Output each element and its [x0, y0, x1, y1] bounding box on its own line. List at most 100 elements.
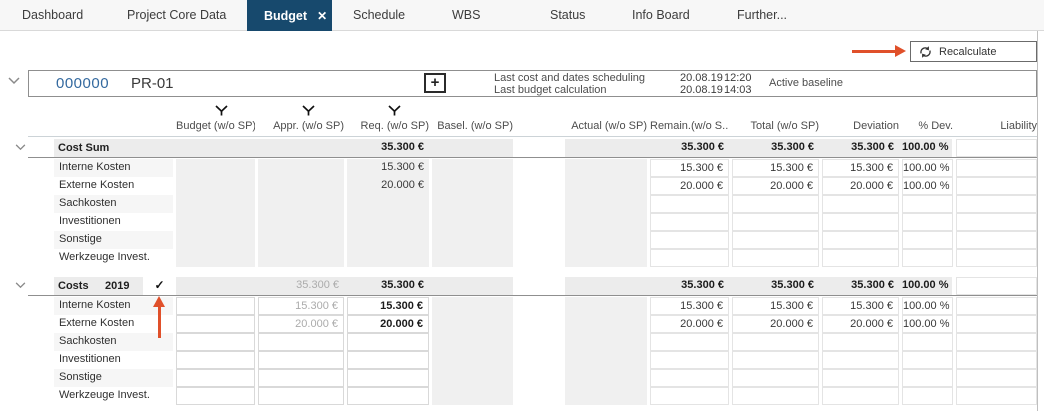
col-header-budget[interactable]: Budget (w/o SP) [176, 120, 255, 132]
cell-req [347, 213, 429, 231]
cell-req [347, 249, 429, 267]
col-header-remain[interactable]: Remain.(w/o S... [650, 120, 729, 132]
tab-status[interactable]: Status [550, 8, 586, 22]
total-deviation: 35.300 € [851, 141, 894, 153]
chevron-down-icon[interactable] [15, 282, 26, 289]
cell-liability [956, 195, 1037, 213]
row-label: Sachkosten [54, 333, 173, 351]
cell-liability [956, 315, 1037, 333]
cell-appr[interactable] [258, 351, 344, 369]
col-header-actual[interactable]: Actual (w/o SP) [571, 120, 647, 132]
cell-liability [956, 277, 1037, 295]
col-header-deviation[interactable]: Deviation [853, 120, 899, 132]
cell-liability [956, 159, 1037, 177]
col-header-total[interactable]: Total (w/o SP) [750, 120, 819, 132]
cell-basel [432, 351, 513, 369]
cell-total: 15.300 € [732, 297, 819, 315]
cell-remain [650, 351, 729, 369]
cell-req[interactable] [347, 333, 429, 351]
col-header-pdev[interactable]: % Dev. [918, 120, 953, 132]
tab-dashboard[interactable]: Dashboard [22, 8, 84, 22]
cell-appr[interactable] [258, 369, 344, 387]
tab-budget[interactable]: Budget ✕ [247, 0, 332, 31]
row-label: Investitionen [59, 215, 121, 227]
last-scheduling-date: 20.08.19 [680, 72, 723, 84]
tab-wbs[interactable]: WBS [452, 8, 481, 22]
project-code[interactable]: PR-01 [131, 75, 174, 92]
row-label: Externe Kosten [59, 179, 135, 191]
cell-deviation [822, 195, 899, 213]
table-row: Investitionen [0, 351, 1044, 369]
total-deviation: 35.300 € [851, 279, 894, 291]
cell-actual [565, 195, 647, 213]
cell-pdev [902, 387, 953, 405]
project-number[interactable]: 000000 [56, 75, 110, 92]
col-header-appr[interactable]: Appr. (w/o SP) [273, 120, 344, 132]
row-label: Interne Kosten [54, 297, 173, 315]
cell-liability [956, 139, 1037, 157]
cell-deviation [822, 333, 899, 351]
cell-req[interactable] [347, 369, 429, 387]
table-row: Sonstige [0, 369, 1044, 387]
cell-basel [432, 231, 513, 249]
filter-icon[interactable] [388, 105, 401, 117]
row-label: Werkzeuge Invest. [59, 389, 150, 401]
row-label: Externe Kosten [59, 317, 135, 329]
last-budget-calc-time: 14:03 [724, 84, 752, 96]
cell-basel [432, 369, 513, 387]
tab-budget-label: Budget [264, 8, 308, 23]
cell-budget[interactable] [176, 315, 255, 333]
cell-appr [258, 159, 344, 177]
cell-pdev [902, 231, 953, 249]
cell-basel [432, 387, 513, 405]
plus-icon[interactable]: + [424, 73, 446, 93]
cell-budget[interactable] [176, 297, 255, 315]
cell-budget[interactable] [176, 351, 255, 369]
group-header-cost-sum[interactable]: Cost Sum 35.300 € 35.300 € 35.300 € 35.3… [0, 139, 1044, 157]
chevron-down-icon[interactable] [8, 77, 20, 85]
filter-icon[interactable] [215, 105, 228, 117]
cell-appr[interactable] [258, 387, 344, 405]
cell-appr[interactable]: 15.300 € [258, 297, 344, 315]
cell-budget [176, 231, 255, 249]
check-icon[interactable]: ✓ [143, 277, 176, 295]
cell-liability [956, 231, 1037, 249]
recalculate-button[interactable]: Recalculate [910, 41, 1037, 62]
cell-remain [650, 387, 729, 405]
cell-deviation: 15.300 € [822, 159, 899, 177]
cell-actual [565, 315, 647, 333]
filter-icon[interactable] [302, 105, 315, 117]
table-row: Interne Kosten 15.300 € 15.300 € 15.300 … [0, 159, 1044, 177]
cell-actual [565, 177, 647, 195]
tab-schedule[interactable]: Schedule [353, 8, 406, 22]
table-row: Investitionen [0, 213, 1044, 231]
cell-appr[interactable]: 20.000 € [258, 315, 344, 333]
cell-actual [565, 213, 647, 231]
cell-total [732, 351, 819, 369]
col-header-basel[interactable]: Basel. (w/o SP) [437, 120, 513, 132]
col-header-liability[interactable]: Liability [1000, 120, 1037, 132]
cell-appr[interactable] [258, 333, 344, 351]
cell-budget[interactable] [176, 387, 255, 405]
group-header-costs-2019[interactable]: Costs 2019 ✓ 35.300 € 35.300 € 35.300 € … [0, 277, 1044, 295]
close-icon[interactable]: ✕ [317, 8, 328, 23]
chevron-down-icon[interactable] [15, 144, 26, 151]
total-appr: 35.300 € [296, 279, 339, 291]
tab-project-core-data[interactable]: Project Core Data [127, 8, 227, 22]
cell-budget [176, 249, 255, 267]
row-label: Interne Kosten [54, 159, 173, 177]
cell-pdev: 100.00 % [902, 315, 953, 333]
col-header-req[interactable]: Req. (w/o SP) [360, 120, 429, 132]
project-header-bar: 000000 PR-01 + Last cost and dates sched… [28, 70, 1037, 97]
cell-budget [176, 159, 255, 177]
cell-req[interactable] [347, 387, 429, 405]
tab-info-board[interactable]: Info Board [632, 8, 690, 22]
cell-req[interactable] [347, 351, 429, 369]
cell-req[interactable]: 15.300 € [347, 297, 429, 315]
table-row: Werkzeuge Invest. [0, 387, 1044, 405]
cell-req[interactable]: 20.000 € [347, 315, 429, 333]
tab-further[interactable]: Further... [737, 8, 788, 22]
cell-budget[interactable] [176, 333, 255, 351]
cell-total: 20.000 € [732, 315, 819, 333]
cell-budget[interactable] [176, 369, 255, 387]
